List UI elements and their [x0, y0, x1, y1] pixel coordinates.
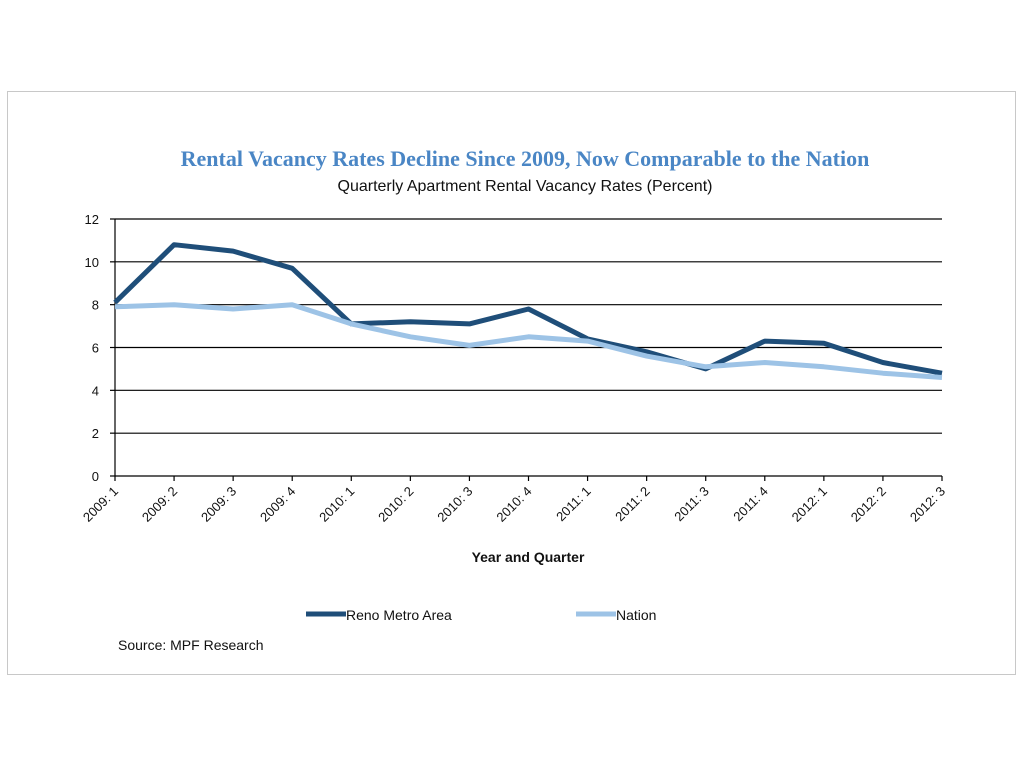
source-note: Source: MPF Research [118, 637, 264, 653]
x-tick-label: 2010: 2 [375, 484, 416, 525]
x-tick-label: 2010: 3 [434, 484, 475, 525]
chart-title: Rental Vacancy Rates Decline Since 2009,… [181, 146, 870, 171]
x-tick-label: 2012: 3 [907, 484, 948, 525]
x-axis-ticks: 2009: 1 2009: 2 2009: 3 2009: 4 2010: 1 2010:… [80, 476, 948, 525]
legend: Reno Metro Area Nation [306, 607, 656, 623]
y-tick-label: 4 [92, 383, 99, 398]
x-tick-label: 2011: 4 [730, 484, 771, 525]
y-tick-label: 8 [92, 298, 99, 313]
x-tick-label: 2010: 4 [493, 484, 534, 525]
series-line-reno-metro-area [113, 242, 943, 376]
x-tick-label: 2012: 2 [848, 484, 889, 525]
x-tick-label: 2011: 3 [671, 484, 712, 525]
x-tick-label: 2012: 1 [789, 484, 830, 525]
series-lines [113, 242, 943, 380]
gridlines [110, 218, 942, 477]
x-tick-label: 2011: 1 [553, 484, 594, 525]
x-tick-label: 2009: 3 [198, 484, 239, 525]
series-line-nation [114, 302, 943, 380]
x-tick-label: 2009: 4 [257, 484, 298, 525]
y-axis-ticks: 0 2 4 6 8 10 12 [85, 212, 99, 484]
x-tick-label: 2009: 1 [80, 484, 121, 525]
legend-label-nation: Nation [616, 607, 656, 623]
x-tick-label: 2010: 1 [316, 484, 357, 525]
y-tick-label: 0 [92, 469, 99, 484]
y-tick-label: 10 [85, 255, 99, 270]
legend-label-reno: Reno Metro Area [346, 607, 452, 623]
y-tick-label: 12 [85, 212, 99, 227]
chart-subtitle: Quarterly Apartment Rental Vacancy Rates… [338, 178, 713, 195]
y-tick-label: 2 [92, 426, 99, 441]
x-axis-title: Year and Quarter [472, 549, 585, 565]
x-tick-label: 2011: 2 [612, 484, 653, 525]
x-tick-label: 2009: 2 [139, 484, 180, 525]
y-tick-label: 6 [92, 341, 99, 356]
chart-frame [7, 91, 1016, 675]
